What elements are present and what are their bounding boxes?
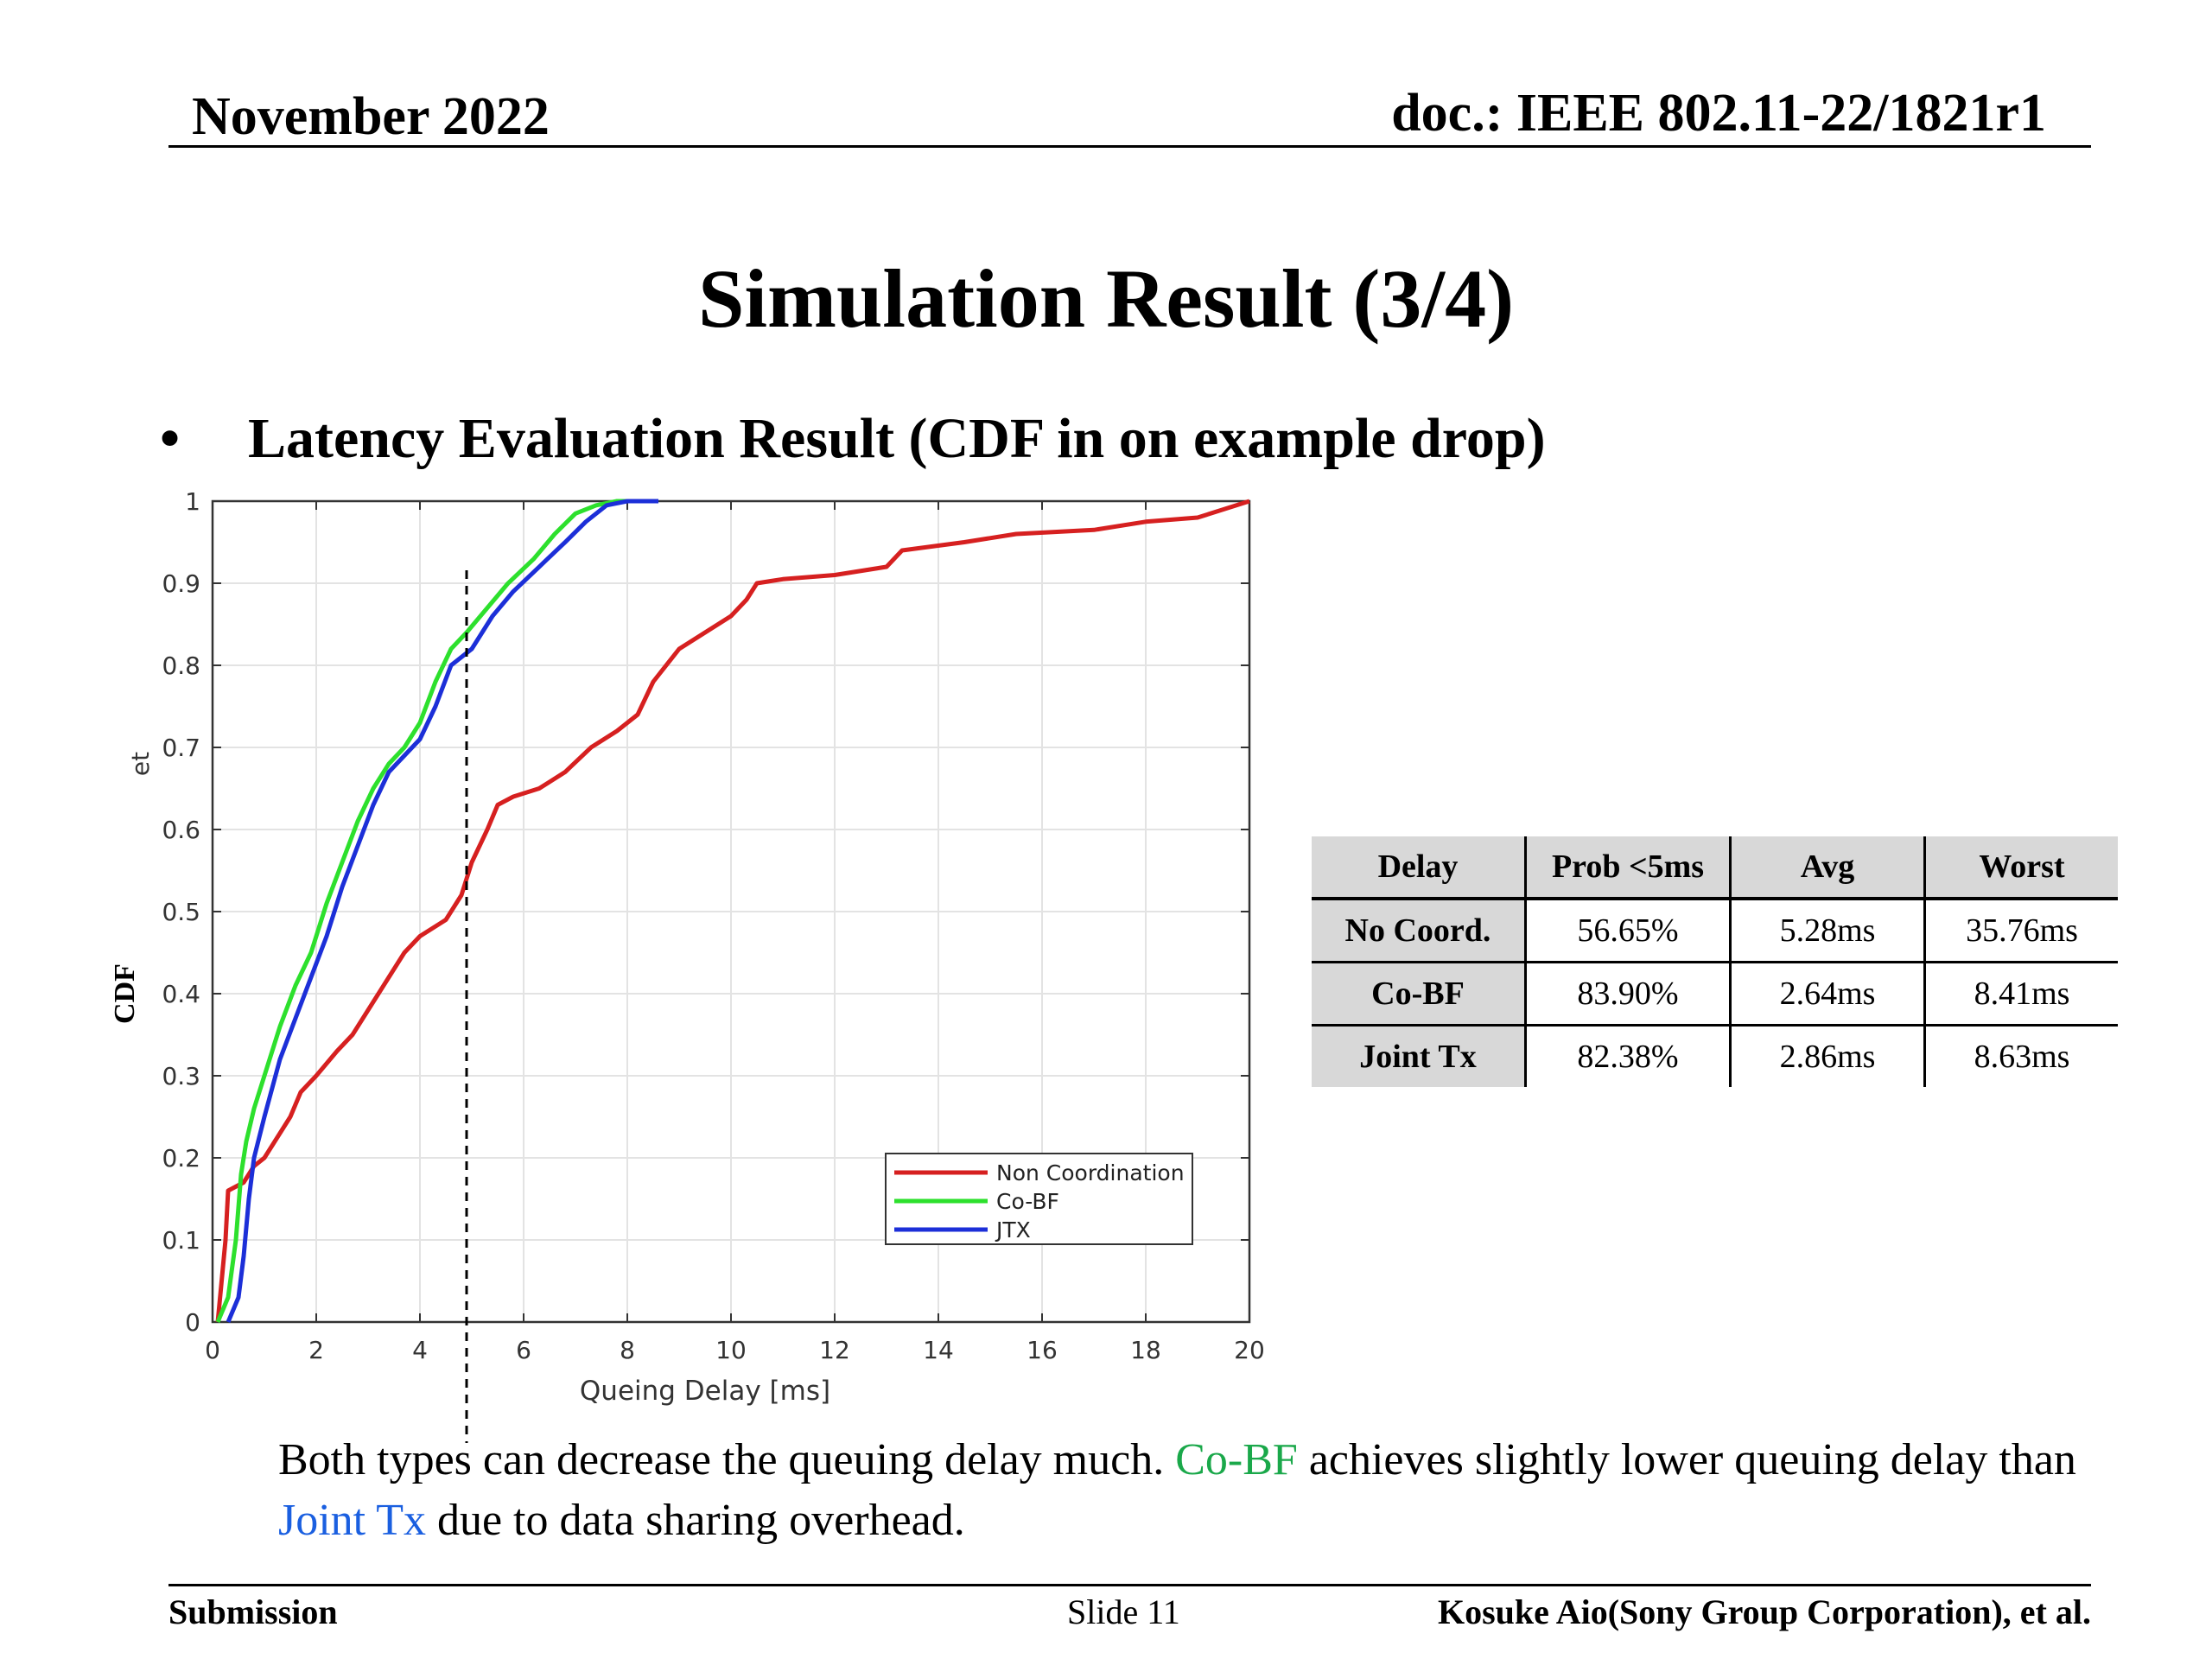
y-tick-label: 0.1 bbox=[162, 1226, 200, 1255]
legend-label: Co-BF bbox=[996, 1189, 1059, 1214]
para-jointtx-highlight: Joint Tx bbox=[278, 1496, 426, 1545]
table-cell: 8.41ms bbox=[1923, 962, 2118, 1027]
header-divider bbox=[168, 145, 2091, 148]
table-header-cell: Prob <5ms bbox=[1524, 836, 1731, 900]
y-tick-label: 1 bbox=[185, 487, 200, 516]
x-tick-label: 2 bbox=[308, 1336, 324, 1364]
table-cell: 83.90% bbox=[1524, 962, 1731, 1027]
table-row-label: Joint Tx bbox=[1312, 1025, 1526, 1087]
series-line bbox=[215, 499, 1250, 1323]
x-tick-label: 4 bbox=[412, 1336, 428, 1364]
footer-divider bbox=[168, 1584, 2091, 1586]
legend-label: JTX bbox=[995, 1217, 1031, 1243]
table-header-cell: Avg bbox=[1729, 836, 1925, 900]
table-header-row: Delay Prob <5ms Avg Worst bbox=[1312, 836, 2118, 900]
series-line bbox=[226, 499, 658, 1323]
y-tick-label: 0.6 bbox=[162, 816, 200, 844]
footer-slide-number: Slide 11 bbox=[1067, 1592, 1180, 1631]
table-header-cell: Worst bbox=[1923, 836, 2118, 900]
series-line bbox=[215, 499, 638, 1323]
slide-title: Simulation Result (3/4) bbox=[697, 252, 1515, 345]
table-row-label: Co-BF bbox=[1312, 962, 1526, 1027]
x-tick-label: 6 bbox=[516, 1336, 531, 1364]
para-text: achieves slightly lower queuing delay th… bbox=[1297, 1435, 2076, 1484]
table-cell: 2.86ms bbox=[1729, 1025, 1925, 1087]
table-cell: 56.65% bbox=[1524, 899, 1731, 963]
x-axis-label: Queing Delay [ms] bbox=[580, 1376, 830, 1407]
y-tick-label: 0.4 bbox=[162, 980, 200, 1008]
legend-label: Non Coordination bbox=[996, 1160, 1185, 1185]
para-text: due to data sharing overhead. bbox=[425, 1496, 965, 1545]
footer-submission: Submission bbox=[168, 1592, 338, 1631]
y-tick-label: 0.3 bbox=[162, 1062, 200, 1090]
bullet-text: Latency Evaluation Result (CDF in on exa… bbox=[248, 407, 1546, 470]
results-table: Delay Prob <5ms Avg Worst No Coord. 56.6… bbox=[1312, 836, 2118, 1087]
y-tick-label: 0.5 bbox=[162, 898, 200, 926]
table-cell: 82.38% bbox=[1524, 1025, 1731, 1087]
x-tick-label: 10 bbox=[715, 1336, 747, 1364]
para-text: Both types can decrease the queuing dela… bbox=[278, 1435, 1176, 1484]
y-tick-label: 0.2 bbox=[162, 1144, 200, 1173]
y-axis-label-fragment: et bbox=[126, 752, 155, 776]
y-tick-label: 0.8 bbox=[162, 652, 200, 680]
y-tick-label: 0.9 bbox=[162, 569, 200, 598]
table-header-cell: Delay bbox=[1312, 836, 1526, 900]
header-date: November 2022 bbox=[192, 87, 550, 146]
y-axis-label: CDF bbox=[109, 963, 141, 1024]
y-tick-label: 0.7 bbox=[162, 734, 200, 762]
table-row: Joint Tx 82.38% 2.86ms 8.63ms bbox=[1312, 1025, 2118, 1087]
y-tick-label: 0 bbox=[185, 1308, 200, 1337]
header-doc-id: doc.: IEEE 802.11-22/1821r1 bbox=[1391, 84, 2046, 143]
conclusion-paragraph: Both types can decrease the queuing dela… bbox=[278, 1430, 2093, 1551]
bullet-dot: • bbox=[160, 407, 181, 470]
para-cobf-highlight: Co-BF bbox=[1175, 1435, 1298, 1484]
x-tick-label: 12 bbox=[819, 1336, 850, 1364]
table-row: No Coord. 56.65% 5.28ms 35.76ms bbox=[1312, 899, 2118, 963]
table-cell: 35.76ms bbox=[1923, 899, 2118, 963]
x-tick-label: 8 bbox=[620, 1336, 635, 1364]
table-cell: 2.64ms bbox=[1729, 962, 1925, 1027]
x-tick-label: 20 bbox=[1234, 1336, 1265, 1364]
x-tick-label: 18 bbox=[1130, 1336, 1161, 1364]
table-row: Co-BF 83.90% 2.64ms 8.41ms bbox=[1312, 962, 2118, 1027]
table-row-label: No Coord. bbox=[1312, 899, 1526, 963]
x-tick-label: 14 bbox=[923, 1336, 954, 1364]
footer-authors: Kosuke Aio(Sony Group Corporation), et a… bbox=[1438, 1592, 2091, 1631]
x-tick-label: 0 bbox=[205, 1336, 220, 1364]
table-cell: 8.63ms bbox=[1923, 1025, 2118, 1087]
x-tick-label: 16 bbox=[1027, 1336, 1058, 1364]
cdf-chart: 0 2 4 6 8 10 12 14 16 18 20 0 0.1 0.2 0.3 0.4 0.5 0.6 0.7 0… bbox=[109, 487, 1265, 1443]
table-cell: 5.28ms bbox=[1729, 899, 1925, 963]
